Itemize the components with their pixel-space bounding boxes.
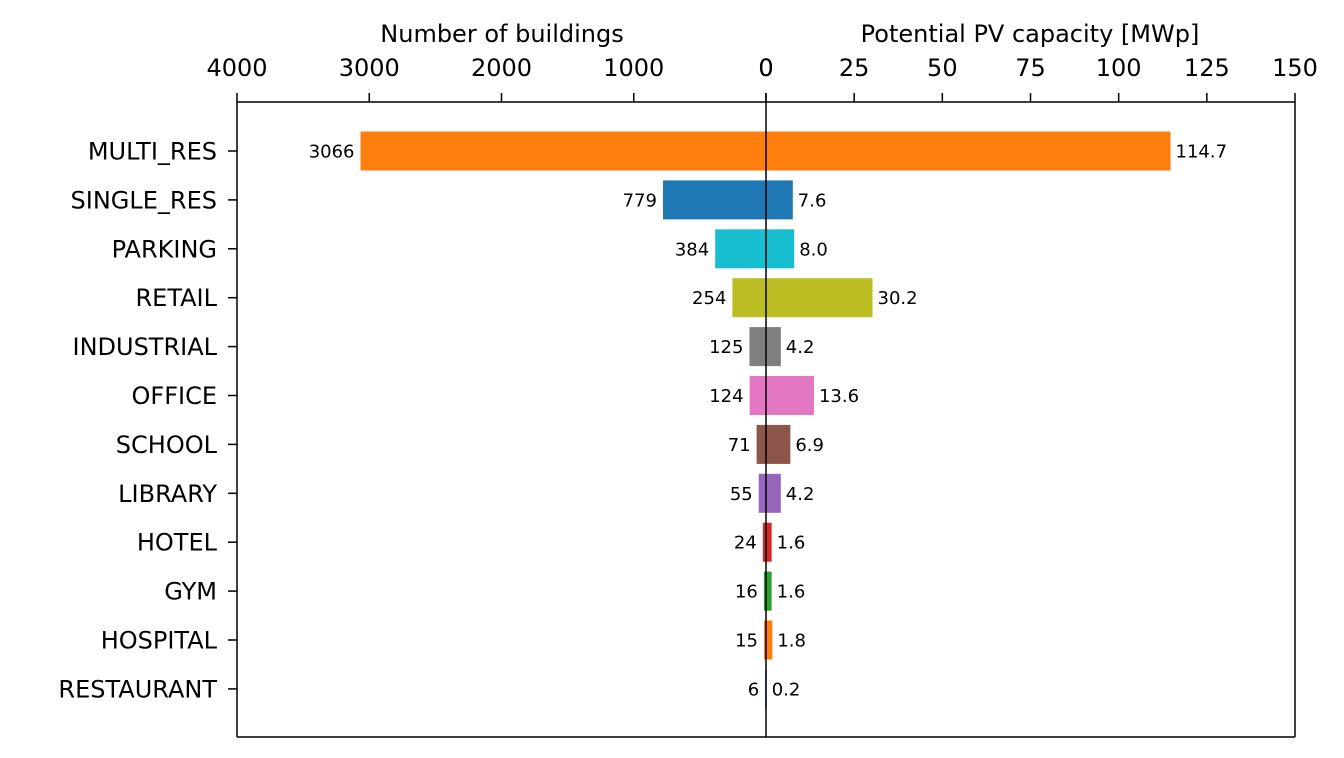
- bar-left-retail: [732, 278, 766, 318]
- data-label-right: 4.2: [786, 484, 815, 505]
- bar-right-school: [766, 424, 791, 464]
- bar-right-parking: [766, 229, 795, 269]
- data-label-left: 779: [623, 190, 657, 211]
- left-axis-tick-label: 4000: [206, 54, 267, 82]
- category-label: SCHOOL: [116, 431, 218, 459]
- category-label: HOTEL: [137, 529, 218, 557]
- right-axis-tick-label: 125: [1184, 54, 1230, 82]
- category-label: GYM: [164, 578, 217, 606]
- category-label: HOSPITAL: [101, 627, 218, 655]
- data-label-right: 4.2: [786, 337, 815, 358]
- bar-right-library: [766, 473, 781, 513]
- bar-right-office: [766, 376, 814, 415]
- bars-left-group: [360, 131, 766, 709]
- bar-right-hospital: [766, 620, 773, 660]
- bar-left-multi_res: [360, 131, 766, 171]
- data-label-left: 71: [728, 435, 751, 456]
- data-label-right: 6.9: [795, 435, 824, 456]
- category-label: MULTI_RES: [88, 138, 217, 166]
- bar-right-retail: [766, 278, 873, 318]
- right-axis-title: Potential PV capacity [MWp]: [861, 20, 1200, 48]
- right-axis-tick-label: 25: [839, 54, 870, 82]
- bar-left-industrial: [749, 327, 766, 367]
- bar-right-multi_res: [766, 131, 1171, 171]
- left-axis-tick-label: 3000: [339, 54, 400, 82]
- right-axis-tick-label: 75: [1015, 54, 1046, 82]
- data-label-right: 1.8: [777, 631, 806, 652]
- bar-right-hotel: [766, 522, 772, 562]
- bar-left-gym: [763, 571, 766, 611]
- bar-left-office: [749, 376, 766, 415]
- category-labels-group: MULTI_RES SINGLE_RES PARKING RETAIL INDUSTRI…: [58, 138, 237, 703]
- category-label: LIBRARY: [118, 480, 217, 508]
- data-label-left: 125: [709, 337, 743, 358]
- data-label-left: 24: [734, 533, 757, 554]
- data-label-left: 254: [692, 288, 726, 309]
- data-label-right: 13.6: [819, 386, 859, 407]
- data-label-left: 124: [709, 386, 743, 407]
- left-axis-tick-label: 2000: [471, 54, 532, 82]
- axes-group: 4000 3000 2000 1000 00 25 50 75 100 125 150: [206, 54, 1318, 738]
- bar-right-industrial: [766, 327, 781, 367]
- data-label-left: 16: [735, 582, 758, 603]
- bar-left-single_res: [662, 180, 766, 220]
- bar-right-gym: [766, 571, 772, 611]
- right-axis-tick-label: 0: [758, 54, 773, 82]
- data-label-right: 114.7: [1176, 142, 1228, 163]
- bars-right-group: [766, 131, 1171, 709]
- bar-left-library: [758, 473, 766, 513]
- bar-left-hotel: [762, 522, 766, 562]
- right-axis-tick-label: 150: [1272, 54, 1318, 82]
- data-label-right: 8.0: [799, 239, 828, 260]
- data-label-right: 1.6: [777, 533, 806, 554]
- data-label-right: 0.2: [772, 679, 801, 700]
- data-label-right: 1.6: [777, 582, 806, 603]
- left-axis-title: Number of buildings: [380, 20, 623, 48]
- category-label: RESTAURANT: [58, 675, 217, 703]
- category-label: INDUSTRIAL: [72, 333, 217, 361]
- data-label-left: 6: [748, 679, 759, 700]
- left-axis-tick-label: 0: [758, 54, 773, 82]
- data-label-left: 15: [735, 631, 758, 652]
- category-label: OFFICE: [132, 382, 218, 410]
- bar-left-school: [756, 424, 766, 464]
- data-label-left: 3066: [309, 142, 355, 163]
- left-axis-tick-label: 1000: [603, 54, 664, 82]
- category-label: PARKING: [112, 235, 217, 263]
- bar-left-hospital: [764, 620, 766, 660]
- data-label-right: 7.6: [798, 190, 827, 211]
- right-axis-tick-label: 50: [927, 54, 958, 82]
- category-label: SINGLE_RES: [71, 186, 217, 214]
- category-label: RETAIL: [135, 284, 217, 312]
- data-labels-group: 3066 114.7 779 7.6 384 8.0 254 30.2 125 4.2 124 13.…: [309, 142, 1227, 701]
- bar-right-single_res: [766, 180, 793, 220]
- data-label-left: 384: [675, 239, 709, 260]
- data-label-right: 30.2: [878, 288, 918, 309]
- data-label-left: 55: [730, 484, 753, 505]
- right-axis-tick-label: 100: [1096, 54, 1142, 82]
- bar-left-parking: [715, 229, 766, 269]
